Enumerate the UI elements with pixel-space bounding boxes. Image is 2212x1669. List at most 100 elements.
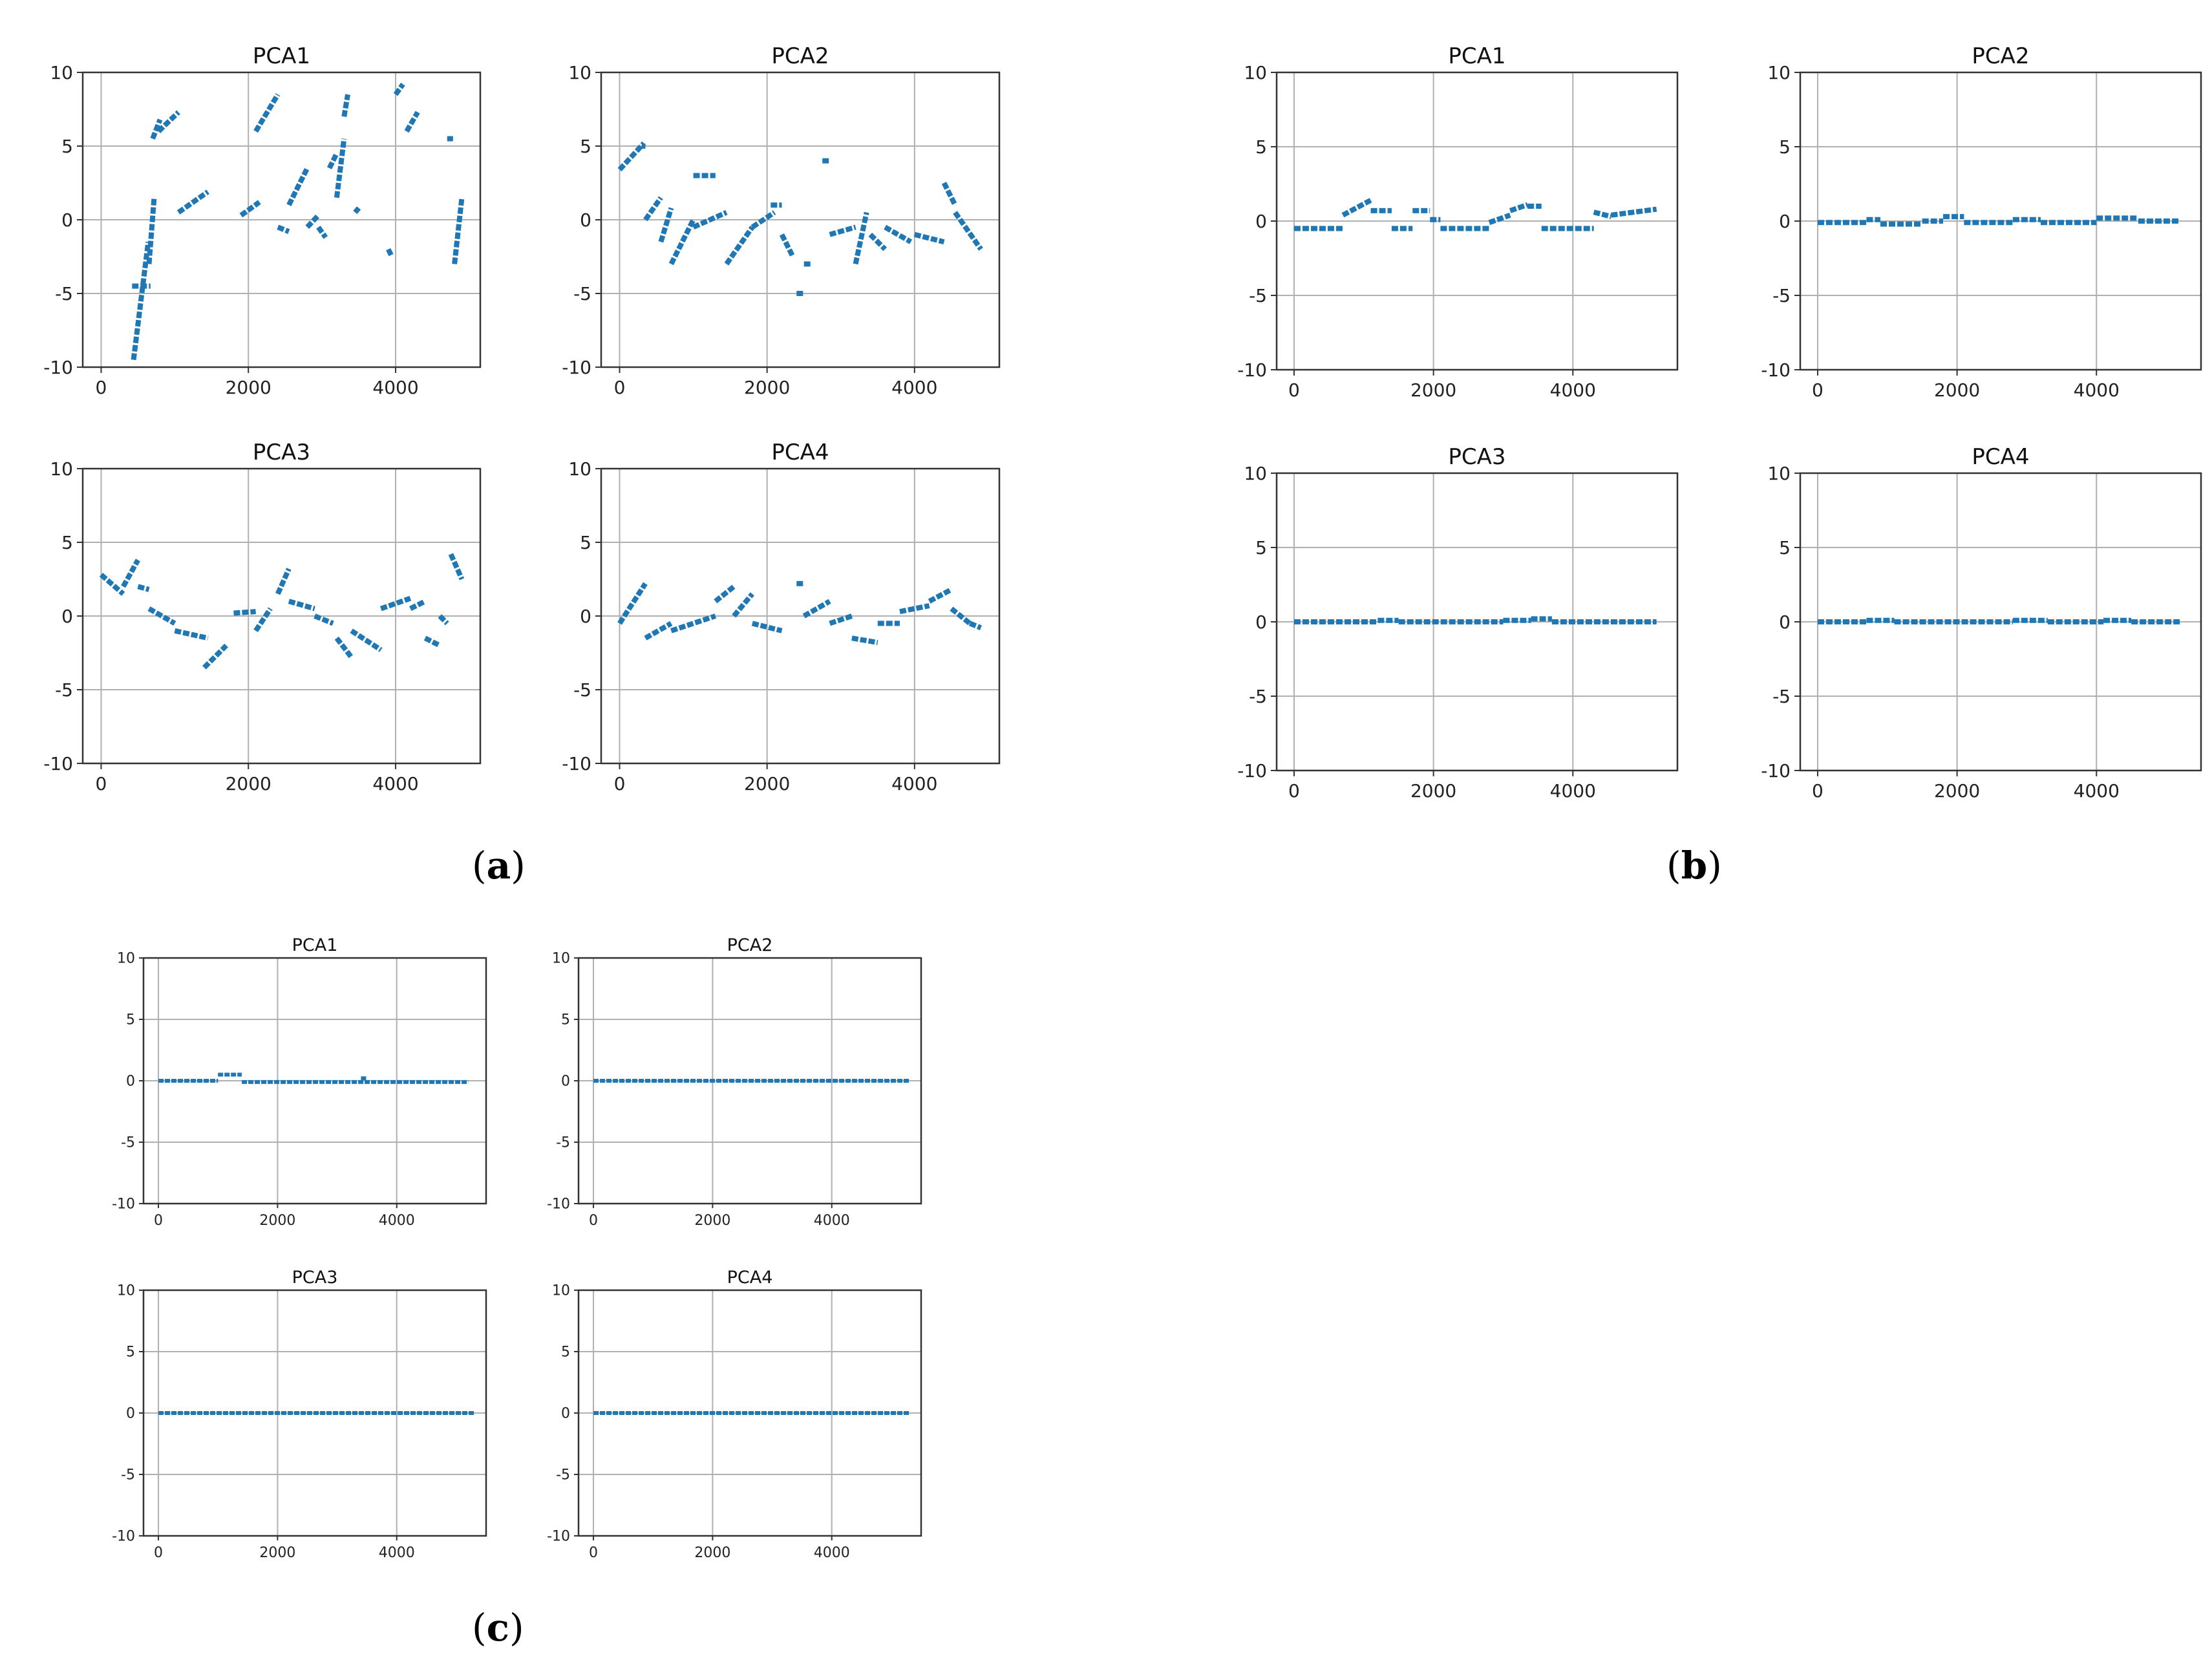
panel-c-pca2-ytick-label: 0 — [561, 1074, 570, 1090]
panel-b-pca4-ytick-label: 10 — [1767, 463, 1791, 484]
panel-a-pca2-data-segment — [941, 182, 958, 206]
panel-c-pca3-plot: 0 2000 4000 10 5 0 -5 -10 PCA3 — [112, 1268, 487, 1561]
panel-a-pca2-data-segment — [724, 226, 755, 266]
panel-a-pca3-title: PCA3 — [253, 440, 310, 465]
panel-b-pca4-xtick-label: 4000 — [2074, 780, 2120, 802]
panel-a-pca2-data-segment — [913, 231, 945, 245]
panel-a-pca1-data-segment — [286, 167, 310, 206]
panel-a-pca2-ytick-label: 0 — [580, 209, 591, 231]
panel-a-pca2-data-segment — [750, 210, 776, 229]
panel-c-pca4-plot: 0 2000 4000 10 5 0 -5 -10 PCA4 — [547, 1268, 922, 1561]
panel-a-pca1-data-segment — [131, 241, 151, 361]
panel-b-pca1-data-segment — [1488, 213, 1511, 226]
panel-a-pca3-data-segment — [350, 628, 383, 652]
panel-a-pca1-data-segment — [404, 111, 420, 133]
panel-a-pca2-data-segment — [617, 141, 646, 172]
panel-c-pca4-ytick-label: -5 — [556, 1467, 570, 1483]
panel-a-pca3-plot: 0 2000 4000 10 5 0 -5 -10 PCA3 — [43, 440, 482, 794]
panel-a-pca2-ytick-label: -10 — [562, 357, 591, 378]
panel-c-pca1-plot: 0 2000 4000 10 5 0 -5 -10 PCA1 — [112, 935, 487, 1229]
panel-a-pca3-xtick-label: 4000 — [372, 773, 418, 794]
panel-b-pca2-xtick-label: 0 — [1812, 379, 1824, 401]
panel-b-pca4-title: PCA4 — [1972, 444, 2029, 470]
panel-a-pca3-data-segment — [409, 599, 427, 611]
panel-b-pca1-title: PCA1 — [1448, 43, 1505, 69]
panel-a-pca4-ytick-label: -5 — [573, 679, 591, 701]
panel-b-pca1-data-segment — [1509, 202, 1529, 213]
panel-c-pca2-title: PCA2 — [727, 935, 773, 955]
panel-a-pca4-ytick-label: 0 — [580, 606, 591, 627]
panel-b-pca1-xtick-label: 2000 — [1410, 379, 1456, 401]
panel-a-pca3-data-segment — [448, 553, 465, 580]
panel-c-pca4-xtick-label: 2000 — [694, 1545, 730, 1561]
panel-b-pca3-ytick-label: 5 — [1255, 537, 1267, 558]
panel-a-pca4-plot: 0 2000 4000 10 5 0 -5 -10 PCA4 — [562, 440, 1001, 794]
panel-a-pca4-data-segment — [802, 599, 831, 619]
panel-c-pca3-ytick-label: -10 — [112, 1529, 135, 1545]
panel-a-pca3-data-segment — [147, 606, 176, 626]
panel-a-pca4-data-segment — [899, 603, 930, 615]
panel-c-pca4-ytick-label: -10 — [547, 1529, 570, 1545]
panel-a-pca2-xtick-label: 4000 — [891, 377, 937, 398]
panel-a-pca2-data-segment — [643, 196, 663, 222]
panel-a-pca2-data-segment — [779, 233, 796, 258]
panel-b-pca1-xtick-label: 4000 — [1550, 379, 1596, 401]
panel-b-pca2-ytick-label: 5 — [1779, 136, 1791, 158]
panel-a-pca4-data-segment — [928, 587, 953, 604]
panel-b-pca2-ytick-label: 0 — [1779, 211, 1791, 232]
panel-b-pca3-ytick-label: 0 — [1255, 611, 1267, 633]
panel-a-pca1-data-segment — [334, 138, 347, 198]
panel-c-pca1-ytick-label: -10 — [112, 1196, 135, 1213]
panel-b-pca2-title: PCA2 — [1972, 43, 2029, 69]
panel-b-pca1-ytick-label: -10 — [1237, 359, 1267, 381]
panel-c-pca2-ytick-label: 10 — [552, 951, 570, 967]
panel-a-pca3-data-segment — [233, 609, 256, 616]
panel-b-pca1-ytick-label: -5 — [1249, 285, 1267, 306]
panel-a-pca1-data-segment — [316, 226, 328, 239]
panel-c-pca3-ytick-label: -5 — [121, 1467, 135, 1483]
panel-c-pca4-xtick-label: 0 — [589, 1545, 598, 1561]
panel-b-pca3-title: PCA3 — [1448, 444, 1505, 470]
panel-a-pca2-plot: 0 2000 4000 10 5 0 -5 -10 PCA2 — [562, 43, 1001, 398]
panel-a-pca3-data-segment — [423, 635, 441, 648]
panel-a-pca2-data-segment — [953, 211, 983, 251]
panel-c-pca3-title: PCA3 — [292, 1268, 338, 1288]
panel-a-pca4-data-segment — [617, 582, 648, 625]
panel-a-pca2-ytick-label: 5 — [580, 136, 591, 157]
panel-a-pca1-data-segment — [452, 197, 465, 264]
panel-a-pca1-data-segment — [176, 189, 209, 215]
panel-b-pca1-xtick-label: 0 — [1288, 379, 1300, 401]
panel-c-pca3-xtick-label: 0 — [154, 1545, 163, 1561]
panel-b-pca1-data-segment — [1341, 198, 1372, 218]
panel-a-pca2-ytick-label: -5 — [573, 283, 591, 304]
panel-a-pca1-data-segment — [277, 224, 290, 234]
panel-a-pca3-ytick-label: -10 — [43, 753, 73, 774]
panel-b-pca3-ytick-label: -10 — [1237, 760, 1267, 781]
panel-a-pca1-xtick-label: 0 — [96, 377, 107, 398]
panel-b-pca4-xtick-label: 2000 — [1934, 780, 1980, 802]
panel-a-pca1-data-segment — [393, 82, 405, 96]
panel-a-pca4-data-segment — [732, 592, 754, 618]
panel-a-pca1-data-segment — [341, 94, 350, 118]
panel-c-pca2-ytick-label: -5 — [556, 1135, 570, 1151]
panel-b-pca1-ytick-label: 5 — [1255, 136, 1267, 158]
panel-c-pca1-ytick-label: 5 — [126, 1012, 135, 1028]
panel-b-pca2-ytick-label: 10 — [1767, 62, 1791, 83]
panel-a-pca3-data-segment — [202, 643, 228, 670]
panel-a-pca4-data-segment — [714, 584, 736, 604]
panel-b-pca2-xtick-label: 2000 — [1934, 379, 1980, 401]
panel-a-pca1-xtick-label: 2000 — [226, 377, 271, 398]
panel-a-pca3-data-segment — [174, 628, 209, 641]
panel-a-pca4-ytick-label: 10 — [568, 458, 591, 480]
panel-b-pca3-plot: 0 2000 4000 10 5 0 -5 -10 PCA3 — [1237, 444, 1679, 802]
panel-c-pca1-ytick-label: 0 — [126, 1074, 135, 1090]
panel-a-pca2-data-segment — [853, 211, 869, 265]
panel-c-pca3-ytick-label: 5 — [126, 1345, 135, 1361]
panel-c-pca4-title: PCA4 — [727, 1268, 773, 1288]
panel-b-pca2-ytick-label: -5 — [1772, 285, 1791, 306]
panel-c-pca3-ytick-label: 10 — [117, 1283, 135, 1299]
panel-a-pca4-xtick-label: 0 — [614, 773, 626, 794]
panel-label-a: (a) — [472, 844, 526, 888]
panel-a-pca1-ytick-label: 0 — [61, 209, 73, 231]
panel-a-pca1-xtick-label: 4000 — [372, 377, 418, 398]
